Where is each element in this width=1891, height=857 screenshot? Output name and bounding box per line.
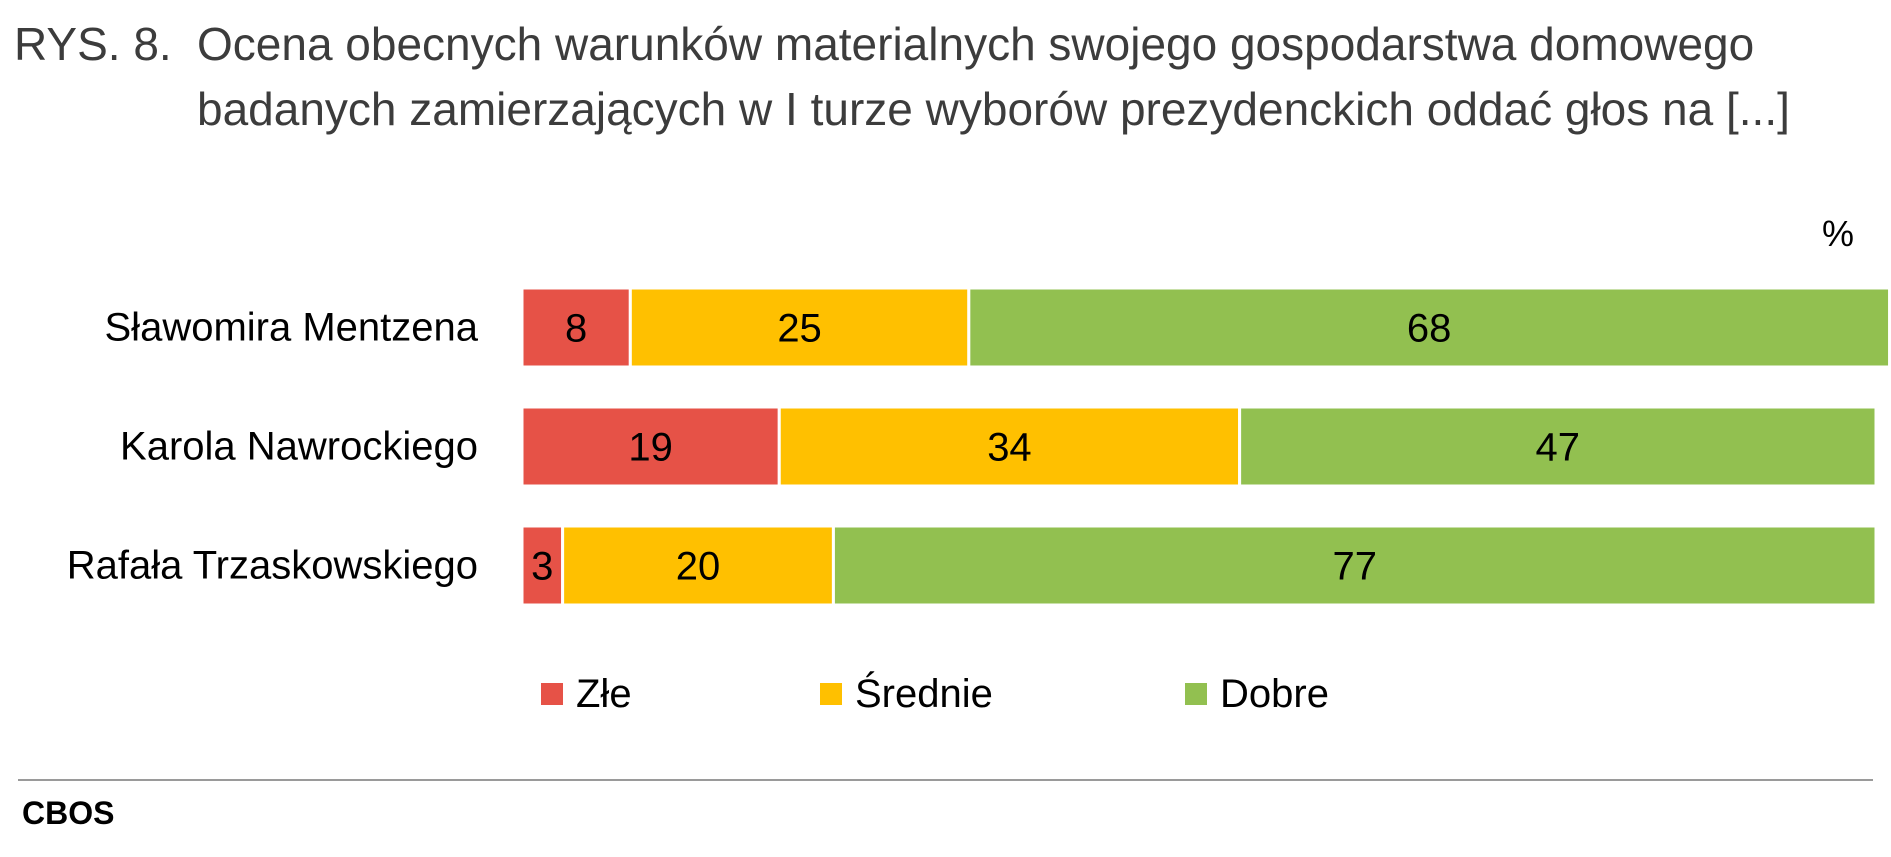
legend-label: Średnie [855, 670, 993, 716]
bar-segment [777, 405, 1242, 488]
bar-segment [520, 405, 781, 488]
legend-label: Złe [576, 672, 632, 716]
category-label: Karola Nawrockiego [120, 425, 478, 469]
legend-swatch [1185, 683, 1207, 705]
data-label: 8 [565, 307, 587, 351]
plot-area: % Sławomira Mentzena 8 25 68 Karola Nawrockie… [67, 213, 1891, 607]
data-label: 3 [531, 545, 553, 589]
source-label: CBOS [22, 795, 115, 831]
data-label: 19 [628, 426, 673, 470]
unit-label: % [1822, 213, 1854, 254]
bar-segment [1238, 405, 1878, 488]
bar-segment [967, 286, 1891, 369]
bar-segment [520, 524, 565, 607]
data-label: 20 [676, 545, 721, 589]
bar-segment [561, 524, 835, 607]
figure-number: RYS. 8. [14, 18, 172, 70]
category-label: Rafała Trzaskowskiego [67, 544, 478, 588]
chart-title: RYS. 8. Ocena obecnych warunków material… [14, 12, 1874, 142]
data-label: 47 [1536, 426, 1581, 470]
data-label: 25 [777, 307, 822, 351]
category-label: Sławomira Mentzena [105, 306, 479, 350]
legend: Złe Średnie Dobre [541, 670, 1329, 716]
data-label: 34 [987, 426, 1032, 470]
data-label: 77 [1332, 545, 1377, 589]
data-label: 68 [1407, 307, 1452, 351]
legend-label: Dobre [1220, 672, 1329, 716]
footer-divider [18, 779, 1873, 781]
bar-segment [628, 286, 971, 369]
title-text: Ocena obecnych warunków materialnych swo… [197, 18, 1790, 135]
stacked-bar-chart: % Sławomira Mentzena 8 25 68 Karola Nawrockie… [67, 213, 1891, 716]
bar-segment [831, 524, 1878, 607]
legend-swatch [820, 683, 842, 705]
legend-swatch [541, 683, 563, 705]
